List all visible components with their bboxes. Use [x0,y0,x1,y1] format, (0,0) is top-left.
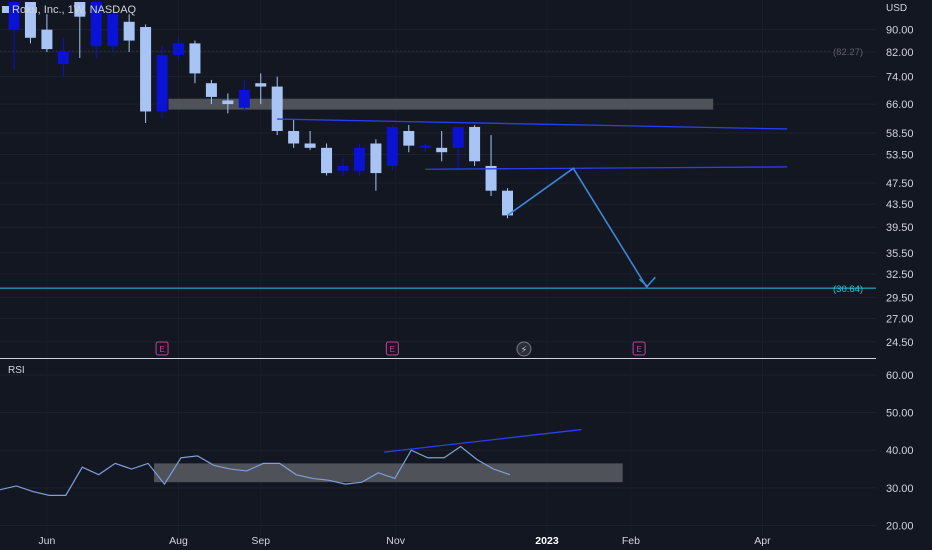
price-tick-label: 43.50 [886,199,914,211]
earnings-marker [632,341,646,356]
symbol-header[interactable]: Roku, Inc., 1W, NASDAQ [2,4,136,16]
candle-body [288,130,300,144]
channel-lower-line [425,166,788,170]
candle-body [90,2,102,47]
previous-close-label: (82.27) [833,47,863,58]
candle-body [502,190,513,216]
candle-body [140,27,152,112]
resistance-zone-box [168,98,714,110]
projection-path [507,167,649,289]
price-tick-label: 90.00 [886,25,914,37]
candle-body [173,43,184,55]
candle-body [24,2,36,38]
event-marker-glyph: ⚡ [521,345,527,355]
rsi-line [0,445,511,496]
price-tick-label: 39.50 [886,222,914,234]
candle-body [57,52,69,64]
price-tick-label: 47.50 [886,178,914,190]
candle-body [41,29,53,50]
time-tick-label: Jun [38,535,55,547]
candle-body [419,145,431,148]
trendlines [0,118,876,289]
rsi-tick-label: 20.00 [886,520,914,532]
price-tick-label: 74.00 [886,72,914,84]
candle-body [74,2,86,17]
price-tick-label: 53.50 [886,149,914,161]
currency-label: USD [886,3,908,14]
earnings-marker-glyph: E [390,345,395,354]
earnings-marker [155,341,169,356]
rsi-tick-label: 60.00 [886,370,914,382]
time-tick-label: Apr [754,535,771,547]
rsi-title[interactable]: RSI [8,365,25,376]
grid [0,29,876,526]
symbol-color-swatch [2,6,9,13]
rsi-tick-label: 40.00 [886,445,914,457]
time-tick-label: Aug [169,535,188,547]
rsi-panel [0,428,623,496]
rsi-tick-label: 30.00 [886,483,914,495]
candle-body [238,89,250,108]
resistance-zone [168,98,714,110]
time-tick-label: Sep [251,535,270,547]
candle-body [123,21,135,41]
candle-body [107,14,119,47]
candle-body [205,83,217,97]
price-tick-label: 35.50 [886,248,914,260]
rsi-support-zone [154,463,623,483]
candle-body [321,147,333,174]
candles [8,2,513,219]
candle-body [452,126,464,148]
candle-body [304,143,316,148]
candle-body [386,126,398,166]
candle-body [485,165,497,191]
earnings-marker [385,341,399,356]
candle-body [370,143,382,174]
candle-body [353,147,365,171]
price-tick-label: 27.00 [886,314,914,326]
price-tick-label: 29.50 [886,292,914,304]
price-tick-label: 58.50 [886,128,914,140]
time-tick-label: Feb [622,535,640,547]
rsi-tick-label: 50.00 [886,408,914,420]
price-tick-label: 24.50 [886,337,914,349]
target-label: (30.64) [833,284,863,295]
projection-arrowhead [638,276,656,288]
event-markers: E E E ⚡ [155,341,646,357]
axes: 90.00 82.00 74.00 66.00 58.50 53.50 47.50 43.50… [0,25,914,547]
earnings-marker-glyph: E [159,345,164,354]
candle-body [8,2,20,30]
candle-body [255,83,267,87]
event-marker-icon [516,341,532,357]
candle-body [189,43,201,74]
symbol-line: Roku, Inc., 1W, NASDAQ [12,4,137,16]
earnings-marker-glyph: E [636,345,641,354]
price-tick-label: 66.00 [886,99,914,111]
time-tick-label: 2023 [535,535,559,547]
price-panel: E E E ⚡ [0,2,876,357]
channel-upper-line [277,118,788,130]
candle-body [156,54,168,112]
candle-body [436,147,448,153]
rsi-divergence-line [384,428,582,453]
candle-body [469,126,481,162]
candle-body [403,130,415,146]
price-tick-label: 82.00 [886,47,914,59]
candle-body [337,165,349,171]
candle-body [222,100,234,105]
price-tick-label: 32.50 [886,269,914,281]
time-tick-label: Nov [386,535,405,547]
candle-body [271,86,283,131]
